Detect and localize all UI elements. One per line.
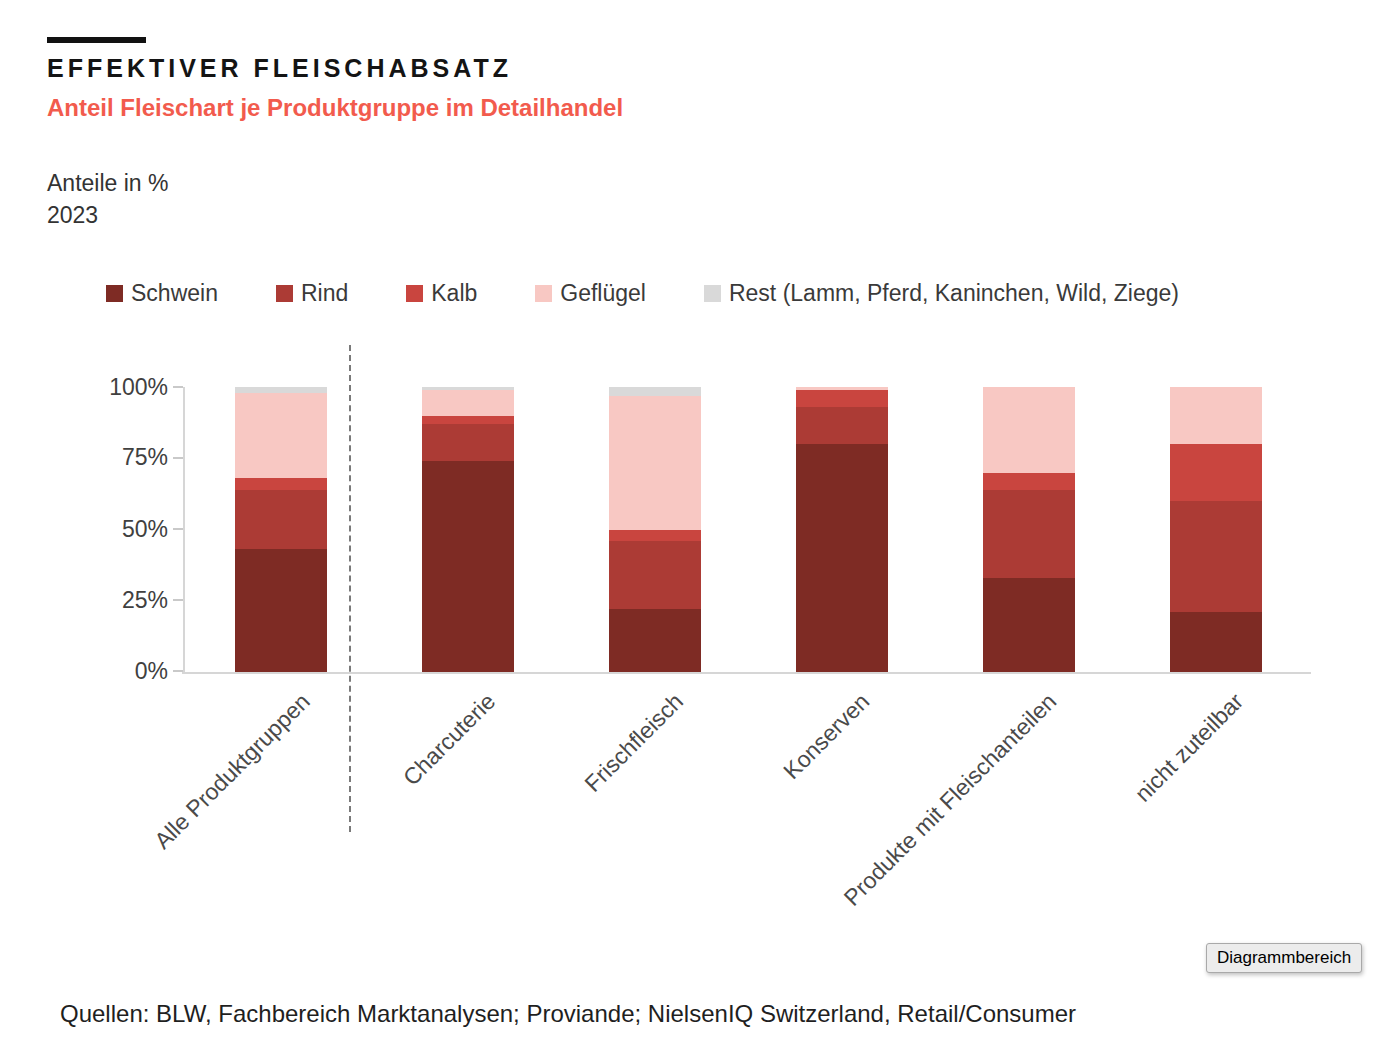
bar-segment[interactable] [1170,444,1262,501]
bar-segment[interactable] [796,390,888,407]
bar-segment[interactable] [235,478,327,489]
bar-segment[interactable] [796,407,888,444]
bar-segment[interactable] [796,444,888,672]
y-tick-label: 75% [78,443,168,471]
y-tick-label: 50% [78,515,168,543]
category-separator-dashed-line [349,345,351,832]
legend-swatch-rest [704,285,721,302]
bar-segment[interactable] [609,387,701,396]
bar-segment[interactable] [609,541,701,609]
y-tick-mark [173,599,183,601]
legend-swatch-gefluegel [535,285,552,302]
unit-label: Anteile in % [47,170,168,197]
x-category-label: Frischfleisch [580,688,689,797]
stacked-bar[interactable] [422,387,514,672]
x-category-label: nicht zuteilbar [1130,688,1249,807]
bar-segment[interactable] [1170,501,1262,612]
legend-swatch-rind [276,285,293,302]
bar-segment[interactable] [609,530,701,541]
legend-label: Geflügel [560,280,646,307]
x-category-label: Charcuterie [398,688,501,791]
stacked-bar[interactable] [1170,387,1262,672]
bar-segment[interactable] [235,549,327,672]
x-category-label: Konserven [778,688,875,785]
y-axis-line [183,387,185,672]
stacked-bar[interactable] [796,387,888,672]
x-category-label: Produkte mit Fleischanteilen [839,688,1062,911]
bar-segment[interactable] [983,473,1075,490]
bar-segment[interactable] [422,424,514,461]
bar-segment[interactable] [609,396,701,530]
bar-segment[interactable] [235,490,327,550]
chart-page: EFFEKTIVER FLEISCHABSATZ Anteil Fleischa… [0,0,1400,1048]
y-tick-label: 25% [78,586,168,614]
legend-swatch-schwein [106,285,123,302]
y-tick-mark [173,457,183,459]
sources-text: Quellen: BLW, Fachbereich Marktanalysen;… [60,1000,1076,1028]
legend-label: Kalb [431,280,477,307]
bar-segment[interactable] [983,387,1075,473]
legend-item-rest[interactable]: Rest (Lamm, Pferd, Kaninchen, Wild, Zieg… [704,280,1179,307]
legend-item-rind[interactable]: Rind [276,280,348,307]
legend-item-schwein[interactable]: Schwein [106,280,218,307]
bar-segment[interactable] [609,609,701,672]
bar-segment[interactable] [235,393,327,479]
legend-label: Schwein [131,280,218,307]
title-accent-bar [47,37,146,43]
legend-label: Rest (Lamm, Pferd, Kaninchen, Wild, Zieg… [729,280,1179,307]
bar-segment[interactable] [422,461,514,672]
chart-title: EFFEKTIVER FLEISCHABSATZ [47,54,512,83]
bar-segment[interactable] [1170,612,1262,672]
y-tick-mark [173,528,183,530]
legend-item-kalb[interactable]: Kalb [406,280,477,307]
chart-subtitle: Anteil Fleischart je Produktgruppe im De… [47,94,623,122]
y-tick-mark [173,670,183,672]
legend-label: Rind [301,280,348,307]
stacked-bar[interactable] [235,387,327,672]
bar-segment[interactable] [983,490,1075,578]
bar-segment[interactable] [422,390,514,416]
stacked-bar[interactable] [983,387,1075,672]
y-tick-label: 100% [78,373,168,401]
chart-legend: Schwein Rind Kalb Geflügel Rest (Lamm, P… [106,280,1179,307]
year-label: 2023 [47,202,98,229]
bar-segment[interactable] [983,578,1075,672]
y-tick-label: 0% [78,657,168,685]
y-tick-mark [173,386,183,388]
x-axis-line [182,672,1311,674]
legend-swatch-kalb [406,285,423,302]
bar-segment[interactable] [1170,387,1262,444]
legend-item-gefluegel[interactable]: Geflügel [535,280,646,307]
plot-area[interactable]: 0% 25% 50% 75% 100% [183,387,1310,672]
chart-area-tooltip: Diagrammbereich [1206,943,1362,973]
x-category-label: Alle Produktgruppen [149,688,315,854]
stacked-bar[interactable] [609,387,701,672]
bar-segment[interactable] [422,416,514,425]
